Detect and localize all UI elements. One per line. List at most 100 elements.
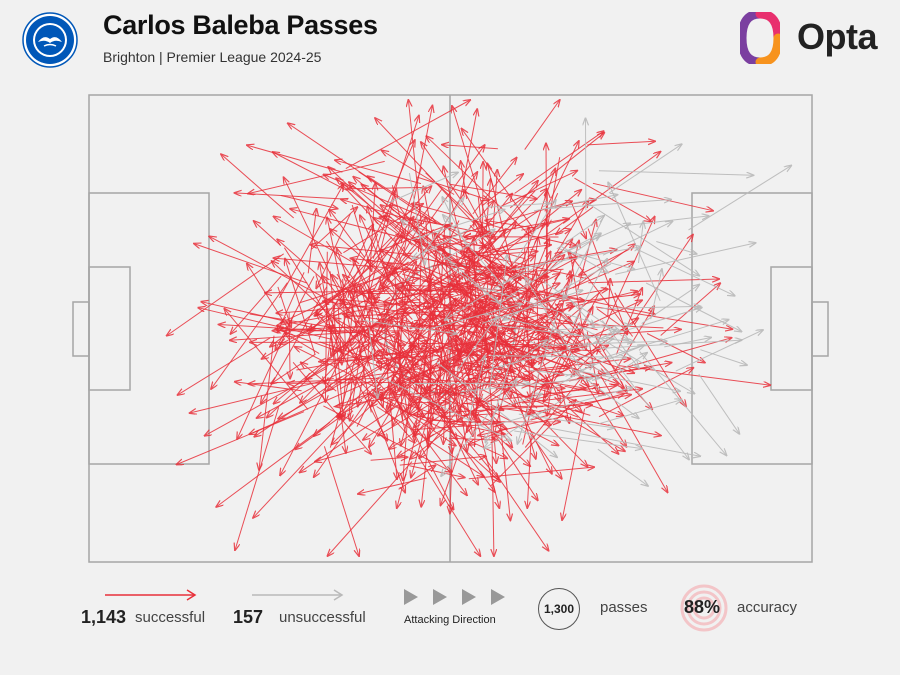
unsuccessful-pass-arrow	[460, 378, 593, 393]
successful-pass-arrow	[402, 106, 432, 256]
unsuccessful-pass-arrow	[410, 210, 505, 241]
successful-pass-arrow	[468, 349, 478, 405]
successful-pass-arrow	[201, 302, 339, 335]
unsuccessful-pass-arrow	[595, 335, 689, 460]
unsuccessful-pass-arrow	[596, 340, 742, 350]
unsuccessful-pass-arrow	[635, 248, 735, 296]
successful-pass-arrow	[410, 346, 469, 419]
left-six-yard-box	[88, 266, 131, 391]
unsuccessful-pass-arrow	[700, 349, 747, 365]
unsuccessful-pass-arrow	[486, 356, 513, 442]
successful-pass-arrow	[569, 250, 586, 349]
successful-pass-arrow	[382, 151, 455, 195]
unsuccessful-pass-arrow	[386, 173, 458, 204]
successful-pass-arrow	[177, 411, 305, 465]
successful-pass-arrow	[394, 268, 422, 328]
successful-pass-arrow	[276, 302, 402, 313]
successful-pass-arrow	[414, 450, 481, 556]
brighton-badge-icon	[22, 12, 78, 68]
successful-pass-arrow	[375, 118, 478, 227]
successful-pass-arrow	[526, 322, 580, 416]
unsuccessful-pass-arrow	[544, 341, 666, 346]
right-goal	[811, 301, 829, 357]
unsuccessful-pass-arrow	[368, 327, 378, 399]
unsuccessful-pass-arrow	[484, 313, 589, 338]
successful-pass-arrow	[358, 477, 427, 494]
successful-pass-arrow	[327, 350, 435, 361]
successful-pass-arrow	[337, 307, 342, 365]
successful-pass-arrow	[416, 176, 489, 200]
unsuccessful-pass-arrow	[482, 338, 614, 372]
unsuccessful-pass-arrow	[560, 245, 608, 273]
successful-pass-arrow	[494, 433, 538, 500]
unsuccessful-pass-arrow	[602, 308, 702, 338]
passes-total-badge: 1,300	[538, 588, 580, 630]
opta-logo-icon	[740, 12, 780, 64]
successful-pass-arrow	[198, 308, 333, 340]
unsuccessful-pass-arrow	[533, 195, 617, 212]
unsuccessful-pass-arrow	[486, 379, 517, 426]
successful-pass-arrow	[322, 281, 357, 292]
successful-pass-arrow	[459, 350, 498, 358]
pitch-lines	[72, 94, 829, 563]
unsuccessful-pass-arrow	[543, 281, 629, 340]
successful-pass-arrow	[532, 409, 661, 435]
successful-pass-arrow	[300, 401, 403, 472]
unsuccessful-pass-arrow	[443, 229, 494, 261]
successful-pass-arrow	[341, 199, 424, 225]
successful-pass-arrow	[527, 262, 634, 307]
unsuccessful-pass-arrow	[598, 400, 681, 425]
successful-pass-arrow	[349, 182, 449, 267]
successful-pass-arrow	[548, 157, 561, 226]
successful-pass-arrow	[381, 205, 477, 278]
unsuccessful-pass-arrow	[514, 430, 642, 449]
successful-pass-arrow	[482, 174, 523, 206]
unsuccessful-pass-arrow	[362, 319, 457, 333]
successful-pass-arrow	[456, 269, 493, 342]
successful-pass-arrow	[574, 177, 651, 221]
successful-pass-arrow	[399, 375, 507, 429]
successful-pass-arrow	[462, 338, 516, 407]
successful-pass-arrow	[494, 358, 552, 474]
unsuccessful-pass-arrow	[486, 203, 550, 208]
successful-pass-arrow	[399, 456, 486, 466]
attacking-direction-icon	[404, 589, 505, 605]
successful-pass-arrow	[468, 467, 594, 480]
page-subtitle: Brighton | Premier League 2024-25	[103, 49, 322, 65]
successful-pass-arrow	[562, 408, 586, 520]
successful-pass-arrow	[356, 363, 389, 427]
successful-pass-arrow	[413, 424, 500, 431]
successful-pass-arrow	[393, 378, 407, 434]
right-six-yard-box	[770, 266, 813, 391]
successful-pass-arrow	[457, 393, 467, 451]
successful-pass-arrow	[336, 236, 402, 362]
unsuccessful-pass-arrow	[401, 220, 508, 310]
successful-pass-arrow	[570, 201, 586, 239]
successful-pass-arrow	[337, 249, 363, 322]
unsuccessful-pass-arrow	[641, 285, 700, 325]
unsuccessful-pass-arrow	[490, 356, 626, 358]
successful-pass-arrow	[544, 404, 625, 451]
successful-pass-arrow	[221, 154, 295, 219]
successful-pass-arrow	[472, 314, 548, 381]
successful-count: 1,143	[81, 607, 127, 627]
unsuccessful-pass-arrow	[588, 320, 729, 363]
successful-pass-arrow	[615, 288, 642, 355]
pass-map	[72, 94, 829, 563]
successful-pass-arrow	[441, 414, 497, 417]
unsuccessful-pass-arrow	[615, 243, 755, 275]
successful-pass-arrow	[428, 378, 471, 438]
successful-pass-arrow	[379, 291, 472, 315]
unsuccessful-pass-arrow	[451, 266, 499, 302]
left-penalty-area	[88, 192, 210, 465]
unsuccessful-pass-arrow	[508, 394, 542, 406]
successful-pass-arrow	[367, 261, 416, 350]
successful-pass-arrow	[253, 410, 354, 518]
unsuccessful-pass-arrow	[548, 427, 700, 456]
successful-pass-arrow	[329, 210, 365, 258]
successful-pass-arrow	[459, 444, 500, 482]
successful-pass-arrow	[382, 286, 413, 320]
successful-pass-arrow	[497, 399, 511, 520]
successful-pass-arrow	[334, 271, 456, 352]
successful-pass-arrow	[254, 221, 281, 246]
